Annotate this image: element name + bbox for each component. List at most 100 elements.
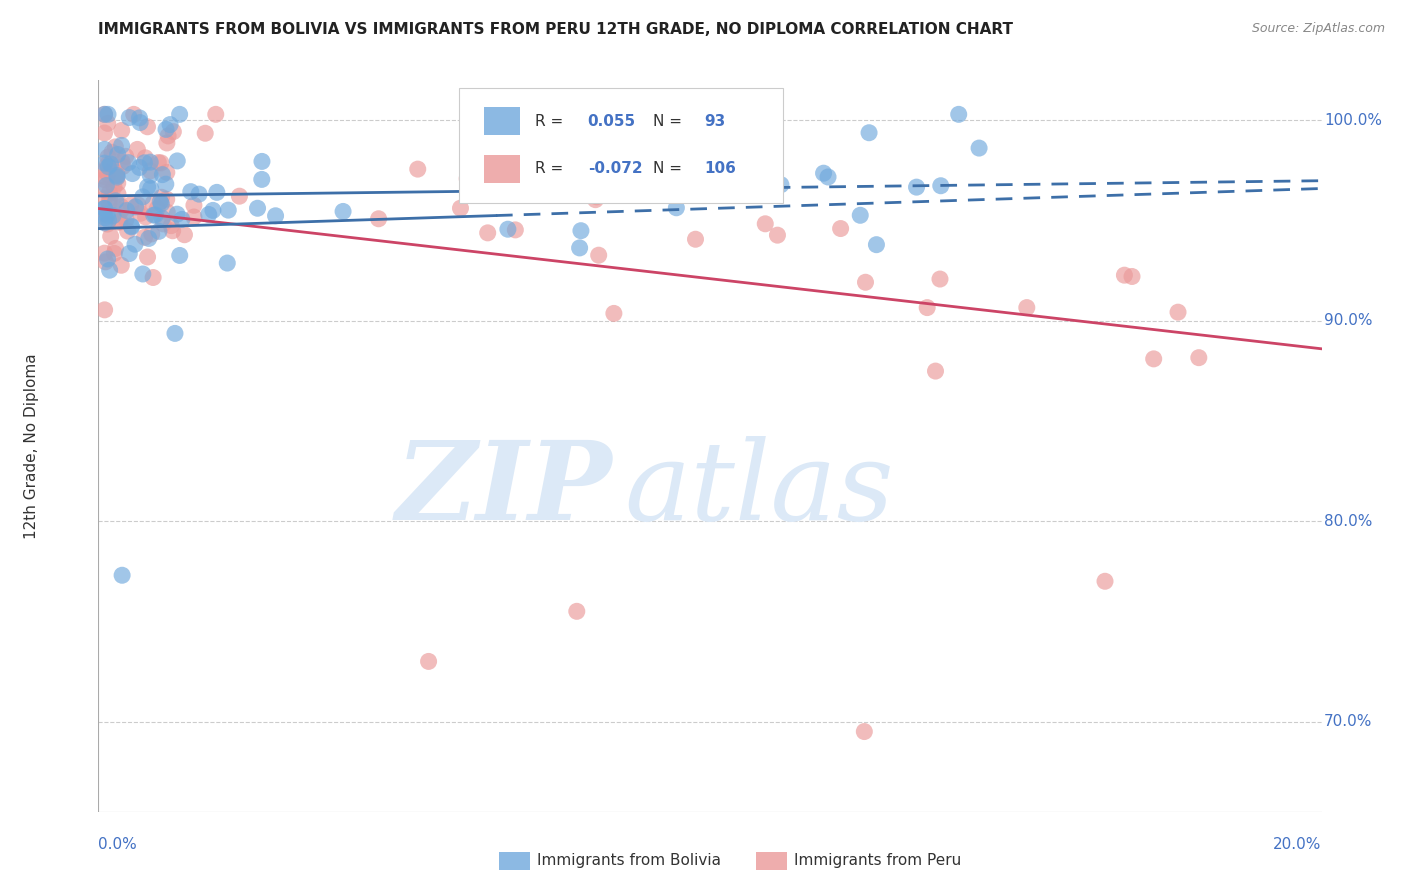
Point <box>100 229 122 244</box>
Point <box>568 241 591 255</box>
Point <box>671 112 693 126</box>
Point <box>96 217 118 231</box>
Point <box>104 242 127 256</box>
Point <box>105 166 128 180</box>
Point <box>162 125 184 139</box>
Point <box>367 211 389 226</box>
Text: 70.0%: 70.0% <box>1324 714 1372 729</box>
Point <box>685 232 707 246</box>
Point <box>849 208 872 222</box>
Point <box>156 192 179 206</box>
Point <box>97 213 120 227</box>
Point <box>93 126 115 140</box>
Point <box>141 227 163 241</box>
Point <box>142 208 165 222</box>
Point <box>1121 269 1143 284</box>
Point <box>585 193 607 207</box>
Point <box>929 178 952 193</box>
Point <box>93 107 115 121</box>
Text: 20.0%: 20.0% <box>1274 838 1322 853</box>
Point <box>120 198 142 212</box>
Point <box>905 180 928 194</box>
Point <box>183 210 205 224</box>
Point <box>492 178 515 192</box>
Point <box>104 140 127 154</box>
Point <box>136 120 159 134</box>
Point <box>603 306 626 320</box>
Point <box>94 255 117 269</box>
Point <box>120 219 142 234</box>
Point <box>132 267 155 281</box>
Point <box>1015 301 1038 315</box>
Point <box>183 198 205 212</box>
Point <box>160 219 183 233</box>
Text: R =: R = <box>536 161 568 176</box>
Point <box>569 224 592 238</box>
Point <box>98 191 121 205</box>
Point <box>97 150 120 164</box>
Point <box>450 201 472 215</box>
Point <box>111 568 134 582</box>
Point <box>169 107 191 121</box>
Point <box>100 164 122 178</box>
Point <box>162 224 184 238</box>
Point <box>418 655 440 669</box>
Point <box>156 205 179 219</box>
Point <box>858 126 880 140</box>
Point <box>484 165 506 179</box>
Point <box>110 202 132 217</box>
Point <box>127 142 149 156</box>
Text: 106: 106 <box>704 161 735 176</box>
Point <box>134 230 156 244</box>
Text: 12th Grade, No Diploma: 12th Grade, No Diploma <box>24 353 38 539</box>
Point <box>477 226 499 240</box>
Point <box>132 190 155 204</box>
Point <box>117 155 139 169</box>
Point <box>96 178 118 193</box>
Point <box>197 207 219 221</box>
Point <box>110 258 132 272</box>
Point <box>1114 268 1136 282</box>
Text: 80.0%: 80.0% <box>1324 514 1372 529</box>
Point <box>114 149 136 163</box>
Point <box>484 107 506 121</box>
Point <box>565 604 588 618</box>
Point <box>159 118 181 132</box>
Point <box>769 178 792 192</box>
Point <box>93 164 115 178</box>
Point <box>96 158 118 172</box>
Point <box>855 275 877 289</box>
Point <box>103 180 125 194</box>
Point <box>122 107 145 121</box>
Text: 93: 93 <box>704 114 725 128</box>
Point <box>136 250 159 264</box>
FancyBboxPatch shape <box>484 107 520 136</box>
Text: 0.0%: 0.0% <box>98 838 138 853</box>
Point <box>101 209 124 223</box>
Point <box>121 219 143 234</box>
Point <box>264 209 287 223</box>
Point <box>115 212 138 227</box>
Point <box>98 186 121 200</box>
Point <box>169 248 191 262</box>
Point <box>108 214 131 228</box>
Point <box>817 169 839 184</box>
Point <box>155 177 177 191</box>
Point <box>205 186 228 200</box>
Point <box>97 167 120 181</box>
Point <box>146 202 169 216</box>
Point <box>150 196 173 211</box>
Point <box>98 196 121 211</box>
Point <box>1188 351 1211 365</box>
Point <box>139 169 162 183</box>
Point <box>640 155 662 169</box>
Point <box>128 111 150 125</box>
Point <box>166 153 188 168</box>
Point <box>456 171 478 186</box>
Point <box>93 202 115 216</box>
Point <box>250 172 273 186</box>
Point <box>690 186 713 200</box>
Point <box>668 180 690 194</box>
Point <box>201 203 224 218</box>
Text: 100.0%: 100.0% <box>1324 113 1382 128</box>
